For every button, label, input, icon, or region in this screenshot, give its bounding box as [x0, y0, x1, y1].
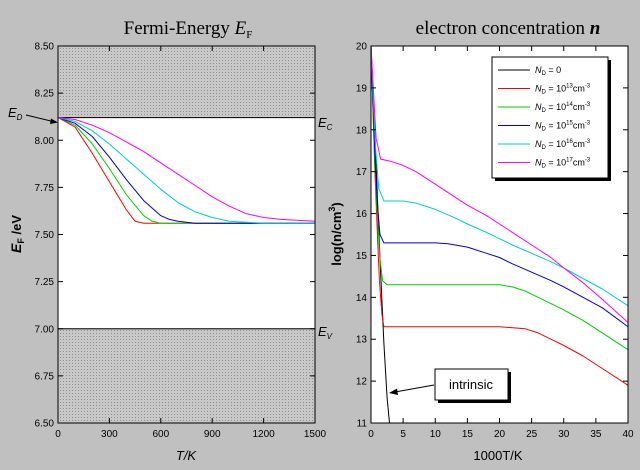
ev-label: EV — [318, 324, 333, 341]
y-tick-label: 6.50 — [35, 419, 55, 430]
intrinsic-box — [434, 368, 509, 401]
y-tick-label: 19 — [356, 83, 368, 94]
intrinsic-arrow-head — [389, 388, 398, 395]
ec-label: EC — [318, 115, 333, 132]
series-line — [371, 46, 628, 351]
x-tick-label: 10 — [430, 429, 442, 440]
x-tick-label: 600 — [152, 429, 169, 440]
y-tick-label: 8.25 — [35, 89, 55, 100]
x-tick-label: 0 — [55, 429, 61, 440]
y-tick-label: 11 — [357, 419, 368, 430]
y-tick-label: 7.00 — [35, 324, 55, 335]
y-tick-label: 7.75 — [35, 183, 55, 194]
series-line — [58, 117, 315, 222]
legend-entry: ND = 0 — [535, 65, 561, 77]
ed-arrow-line — [25, 114, 56, 123]
y-tick-label: 7.50 — [35, 230, 55, 241]
series-line — [371, 46, 628, 328]
x-tick-label: 5 — [400, 429, 406, 440]
x-tick-label: 1500 — [304, 429, 327, 440]
right-y-axis-label: log(n/cm3) — [327, 202, 344, 266]
left-x-axis-label: T/K — [176, 448, 198, 463]
x-tick-label: 300 — [101, 429, 118, 440]
legend-entry: ND = 1016cm-3 — [535, 139, 591, 151]
ed-label: ED — [8, 105, 23, 122]
right-series-group — [371, 46, 628, 423]
y-tick-label: 13 — [356, 335, 368, 346]
series-line — [371, 46, 628, 386]
x-tick-label: 0 — [368, 429, 374, 440]
y-tick-label: 14 — [356, 293, 368, 304]
ed-annotation: ED — [8, 105, 58, 124]
conduction-band-region — [58, 46, 315, 118]
legend-entry: ND = 1014cm-3 — [535, 102, 591, 114]
x-tick-label: 1200 — [252, 429, 275, 440]
y-tick-label: 6.75 — [35, 371, 55, 382]
left-y-axis-label: EF /eV — [8, 215, 26, 253]
x-tick-label: 900 — [204, 429, 221, 440]
legend-box — [491, 56, 609, 179]
x-tick-label: 25 — [526, 429, 538, 440]
right-x-axis-label: 1000T/K — [473, 448, 522, 463]
left-ticks: 0 300 600 900 1200 1500 6.50 6.75 7.00 7.25 7.50 7.… — [35, 42, 327, 441]
right-chart-title: electron concentration n — [416, 18, 601, 39]
ed-arrow-head — [50, 118, 58, 124]
y-tick-label: 8.50 — [35, 42, 55, 53]
x-tick-label: 30 — [558, 429, 570, 440]
y-tick-label: 7.25 — [35, 277, 55, 288]
x-tick-label: 15 — [462, 429, 474, 440]
legend-entry: ND = 1017cm-3 — [535, 158, 591, 170]
series-line — [58, 117, 315, 224]
y-tick-label: 15 — [356, 251, 368, 262]
y-tick-label: 16 — [356, 209, 368, 220]
x-tick-label: 40 — [622, 429, 634, 440]
intrinsic-annotation: intrinsic — [389, 368, 511, 403]
electron-concentration-chart: electron concentration n 0 5 10 15 20 25 30 35 4… — [327, 18, 634, 463]
legend-entry: ND = 1015cm-3 — [535, 121, 591, 133]
valence-band-region — [58, 328, 315, 423]
intrinsic-arrow-line — [394, 384, 435, 393]
y-tick-label: 20 — [356, 42, 368, 53]
left-chart-title: Fermi-Energy EF — [124, 18, 253, 41]
y-tick-label: 8.00 — [35, 136, 55, 147]
y-tick-label: 12 — [356, 377, 368, 388]
series-line — [58, 117, 315, 224]
y-tick-label: 17 — [356, 167, 368, 178]
intrinsic-label: intrinsic — [449, 377, 494, 392]
x-tick-label: 35 — [590, 429, 602, 440]
legend-entry: ND = 1013cm-3 — [535, 84, 591, 96]
y-tick-label: 18 — [356, 125, 368, 136]
x-tick-label: 20 — [494, 429, 506, 440]
series-line — [371, 46, 628, 323]
legend: ND = 0 ND = 1013cm-3 ND = 1014cm-3 ND = 101… — [491, 56, 611, 181]
fermi-energy-chart: Fermi-Energy EF 0 300 600 900 1200 1500 6.50 6.… — [8, 18, 333, 463]
left-series-group — [58, 117, 315, 224]
right-ticks: 0 5 10 15 20 25 30 35 40 11 12 13 14 15 16 17 18 19 20 — [356, 42, 634, 441]
